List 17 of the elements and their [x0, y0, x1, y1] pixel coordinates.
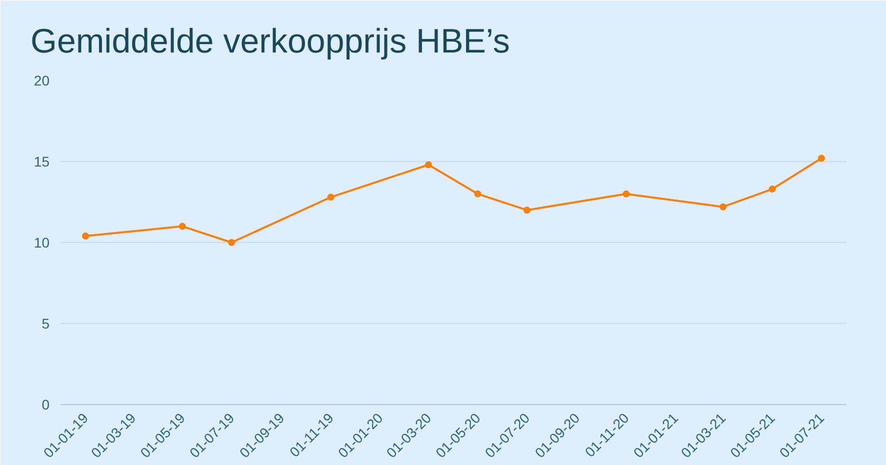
- point: [228, 239, 236, 246]
- point: [622, 190, 630, 198]
- y-tick-label: 5: [42, 316, 50, 332]
- point: [327, 194, 334, 201]
- y-tick-label: 10: [34, 234, 50, 250]
- point: [720, 203, 727, 210]
- point: [424, 161, 432, 168]
- chart-title: Gemiddelde verkoopprijs HBE’s: [30, 22, 510, 60]
- point: [178, 222, 186, 230]
- y-tick-label: 15: [34, 154, 50, 170]
- point: [82, 232, 90, 240]
- point: [523, 206, 530, 214]
- y-tick-label: 20: [34, 72, 50, 88]
- y-tick-label: 0: [42, 396, 50, 412]
- point: [474, 190, 482, 198]
- point: [768, 186, 776, 193]
- point: [818, 154, 825, 162]
